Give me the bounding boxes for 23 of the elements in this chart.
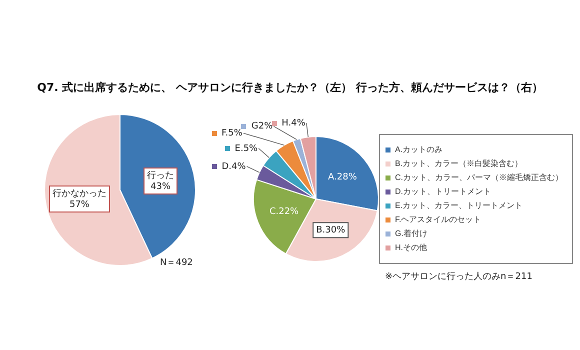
data-label: 57% bbox=[69, 200, 90, 210]
data-label: B.30% bbox=[316, 225, 346, 236]
legend-label: C.カット、カラー、パーマ（※縮毛矯正含む） bbox=[395, 173, 563, 182]
data-label: F.5% bbox=[222, 128, 243, 138]
legend-label: F.ヘアスタイルのセット bbox=[395, 215, 482, 224]
data-label: A.28% bbox=[328, 172, 358, 182]
text: ※ヘアサロンに行った人のみn＝211 bbox=[385, 270, 532, 283]
text: Q7. 式に出席するために、 ヘアサロンに行きましたか？（左） 行った方、頼んだサービスは？（右） bbox=[36, 80, 544, 95]
data-label: 43% bbox=[150, 182, 171, 192]
data-label: H.4% bbox=[282, 118, 306, 128]
data-label: C.22% bbox=[269, 207, 300, 217]
legend-label: E.カット、カラー、トリートメント bbox=[395, 201, 523, 210]
data-label: G2% bbox=[251, 122, 274, 132]
legend-label: A.カットのみ bbox=[395, 145, 443, 154]
legend-label: B.カット、カラー（※白髪染含む） bbox=[395, 159, 523, 168]
legend-label: D.カット、トリートメント bbox=[395, 187, 491, 196]
legend-label: H.その他 bbox=[395, 243, 427, 252]
data-label: E.5% bbox=[234, 144, 258, 154]
legend-label: G.着付け bbox=[395, 229, 428, 238]
text: N＝492 bbox=[160, 257, 193, 269]
data-label: D.4% bbox=[222, 162, 246, 172]
slice-label: 行った bbox=[147, 170, 174, 181]
slice-label: 行かなかった bbox=[52, 188, 106, 199]
